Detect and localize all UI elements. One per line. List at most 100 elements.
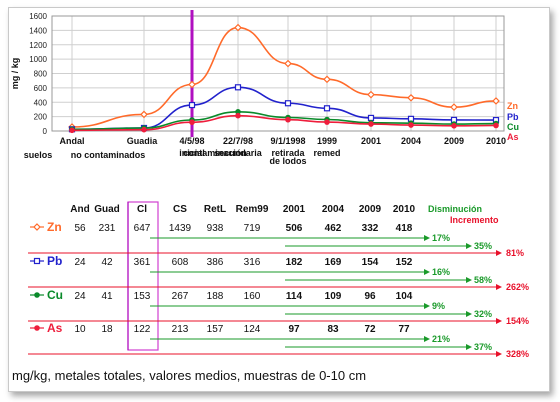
table-cell: 104 <box>396 291 413 302</box>
series-end-label-as: As <box>507 132 519 142</box>
group-label: contaminación <box>183 148 247 158</box>
table-cell: 157 <box>207 324 224 335</box>
x-tick-sublabel: retirada <box>271 148 305 158</box>
table-cell: 18 <box>101 324 113 335</box>
y-tick-label: 1000 <box>29 55 47 64</box>
x-tick-sublabel: remed <box>313 148 340 158</box>
increase-pct: 81% <box>506 248 524 258</box>
row-legend-marker <box>34 325 40 331</box>
grid <box>52 15 504 132</box>
increase-pct: 328% <box>506 349 529 359</box>
data-point-as <box>235 112 241 119</box>
increase-arrowhead <box>496 284 502 290</box>
table-cell: 719 <box>244 223 261 234</box>
increase-arrowhead <box>496 250 502 256</box>
table-cell: 160 <box>244 291 261 302</box>
x-tick-label: 9/1/1998 <box>270 136 305 146</box>
table-cell: 938 <box>207 223 224 234</box>
row-legend-marker <box>33 223 41 231</box>
table-cell: 332 <box>362 223 379 234</box>
row-label-as: As <box>47 321 63 335</box>
row-label-zn: Zn <box>47 220 62 234</box>
table-column-header: 2001 <box>283 204 306 215</box>
decrease-pct: 32% <box>474 309 492 319</box>
table-cell: 506 <box>286 223 303 234</box>
y-tick-label: 0 <box>43 127 48 136</box>
decrease-arrowhead <box>466 311 472 317</box>
series-line-cu <box>71 111 497 131</box>
plot-frame <box>51 15 505 132</box>
data-point-as <box>324 119 330 125</box>
series-line-pb <box>71 86 497 131</box>
data-point-zn <box>367 90 375 99</box>
table-column-header: And <box>70 204 89 215</box>
data-point-as <box>69 127 75 134</box>
table-cell: 188 <box>207 291 224 302</box>
y-tick-label: 600 <box>34 84 48 93</box>
x-tick-label: 2010 <box>486 136 506 146</box>
x-tick-label: 2004 <box>401 136 421 146</box>
table-cell: 122 <box>134 324 151 335</box>
table-column-header: 2004 <box>322 204 345 215</box>
series-end-label-cu: Cu <box>507 122 519 132</box>
table-column-header: RetL <box>204 204 226 215</box>
table-cell: 169 <box>325 257 342 268</box>
table-column-header: Guad <box>94 204 120 215</box>
series-line-as <box>71 114 497 132</box>
decrease-pct: 37% <box>474 342 492 352</box>
table-cell: 386 <box>207 257 224 268</box>
table-cell: 418 <box>396 223 413 234</box>
table-cell: 213 <box>172 324 189 335</box>
y-tick-label: 1200 <box>29 41 47 50</box>
y-tick-label: 1400 <box>29 26 47 35</box>
table-cell: 462 <box>325 223 342 234</box>
table-cell: 24 <box>74 257 86 268</box>
y-tick-label: 800 <box>34 70 48 79</box>
group-label: no contaminados <box>71 150 146 160</box>
increase-pct: 262% <box>506 282 529 292</box>
table-column-header: Cl <box>137 204 147 215</box>
table-cell: 153 <box>134 291 151 302</box>
axes <box>51 10 505 137</box>
data-point-as <box>285 116 291 123</box>
decrease-arrowhead <box>466 344 472 350</box>
data-point-zn <box>450 103 458 111</box>
row-label-pb: Pb <box>47 254 62 268</box>
table-cell: 77 <box>398 324 410 335</box>
data-point-zn <box>284 59 292 68</box>
x-tick-sublabel: inicial <box>179 148 205 158</box>
x-tick-sublabel: de lodos <box>269 156 306 166</box>
table-cell: 114 <box>286 291 303 302</box>
table-cell: 42 <box>101 257 113 268</box>
decrease-pct: 9% <box>432 301 445 311</box>
decrease-pct: 21% <box>432 334 450 344</box>
row-label-cu: Cu <box>47 288 63 302</box>
group-label: suelos <box>24 150 53 160</box>
table-cell: 231 <box>99 223 116 234</box>
data-point-as <box>189 119 195 126</box>
axis-labels: 0 200 400 600 800 1000 1200 1400 1600 mg / kg Anda… <box>10 12 519 166</box>
decrease-pct: 16% <box>432 267 450 277</box>
x-tick-label: 22/7/98 <box>223 136 253 146</box>
x-tick-label: Andal <box>59 136 84 146</box>
table-cell: 124 <box>244 324 261 335</box>
data-point-pb <box>284 100 292 107</box>
series-end-label-zn: Zn <box>507 101 518 111</box>
decrease-arrowhead <box>424 303 430 309</box>
data-point-zn <box>188 80 196 89</box>
decrease-arrowhead <box>424 336 430 342</box>
table-cell: 1439 <box>169 223 192 234</box>
decrease-pct: 17% <box>432 233 450 243</box>
increase-arrowhead <box>496 318 502 324</box>
decrease-arrowhead <box>466 277 472 283</box>
data-point-as <box>408 122 414 128</box>
x-tick-label: 1999 <box>317 136 337 146</box>
data-point-as <box>493 122 499 129</box>
x-tick-label: 2001 <box>361 136 381 146</box>
series-end-label-pb: Pb <box>507 112 519 122</box>
y-tick-label: 200 <box>34 113 48 122</box>
y-tick-label: 400 <box>34 98 48 107</box>
table-cell: 10 <box>74 324 86 335</box>
x-tick-sublabel: secundaria <box>214 148 263 158</box>
